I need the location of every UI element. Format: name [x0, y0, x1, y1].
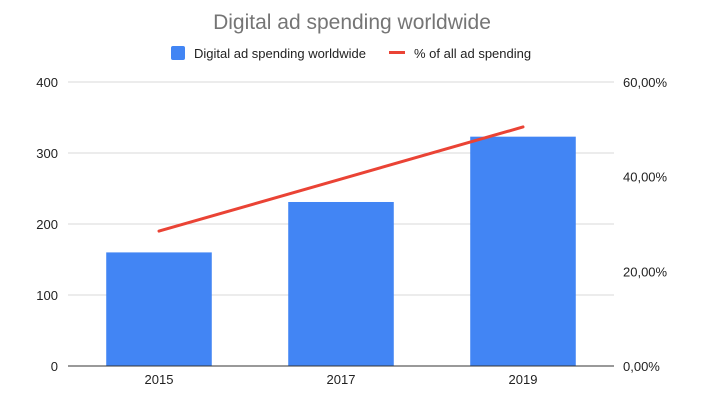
left-axis-tick-label: 100	[36, 288, 58, 303]
right-axis-tick-label: 40,00%	[623, 170, 668, 185]
left-axis-tick-label: 400	[36, 75, 58, 90]
right-axis-ticks: 0,00% 20,00% 40,00% 60,00%	[623, 75, 668, 374]
left-axis-ticks: 0 100 200 300 400	[36, 75, 58, 374]
legend-label-bars: Digital ad spending worldwide	[194, 46, 366, 61]
bar-2015	[106, 252, 212, 366]
x-axis-tick-label: 2017	[327, 372, 356, 387]
legend-swatch-line	[389, 51, 405, 54]
x-axis-tick-label: 2015	[145, 372, 174, 387]
bar-2019	[470, 136, 576, 366]
line-series-percent	[157, 125, 525, 233]
bar-2017	[288, 201, 394, 366]
x-axis-ticks: 2015 2017 2019	[145, 372, 538, 387]
right-axis-tick-label: 20,00%	[623, 264, 668, 279]
legend-label-line: % of all ad spending	[414, 46, 531, 61]
right-axis-tick-label: 0,00%	[623, 359, 660, 374]
line-series-group	[157, 125, 525, 233]
chart-title: Digital ad spending worldwide	[213, 11, 491, 34]
left-axis-tick-label: 300	[36, 146, 58, 161]
legend: Digital ad spending worldwide % of all a…	[171, 46, 531, 61]
bar-series	[106, 136, 576, 366]
left-axis-tick-label: 200	[36, 217, 58, 232]
left-axis-tick-label: 0	[51, 359, 58, 374]
x-axis-tick-label: 2019	[509, 372, 538, 387]
right-axis-tick-label: 60,00%	[623, 75, 668, 90]
legend-swatch-bars	[171, 46, 185, 60]
